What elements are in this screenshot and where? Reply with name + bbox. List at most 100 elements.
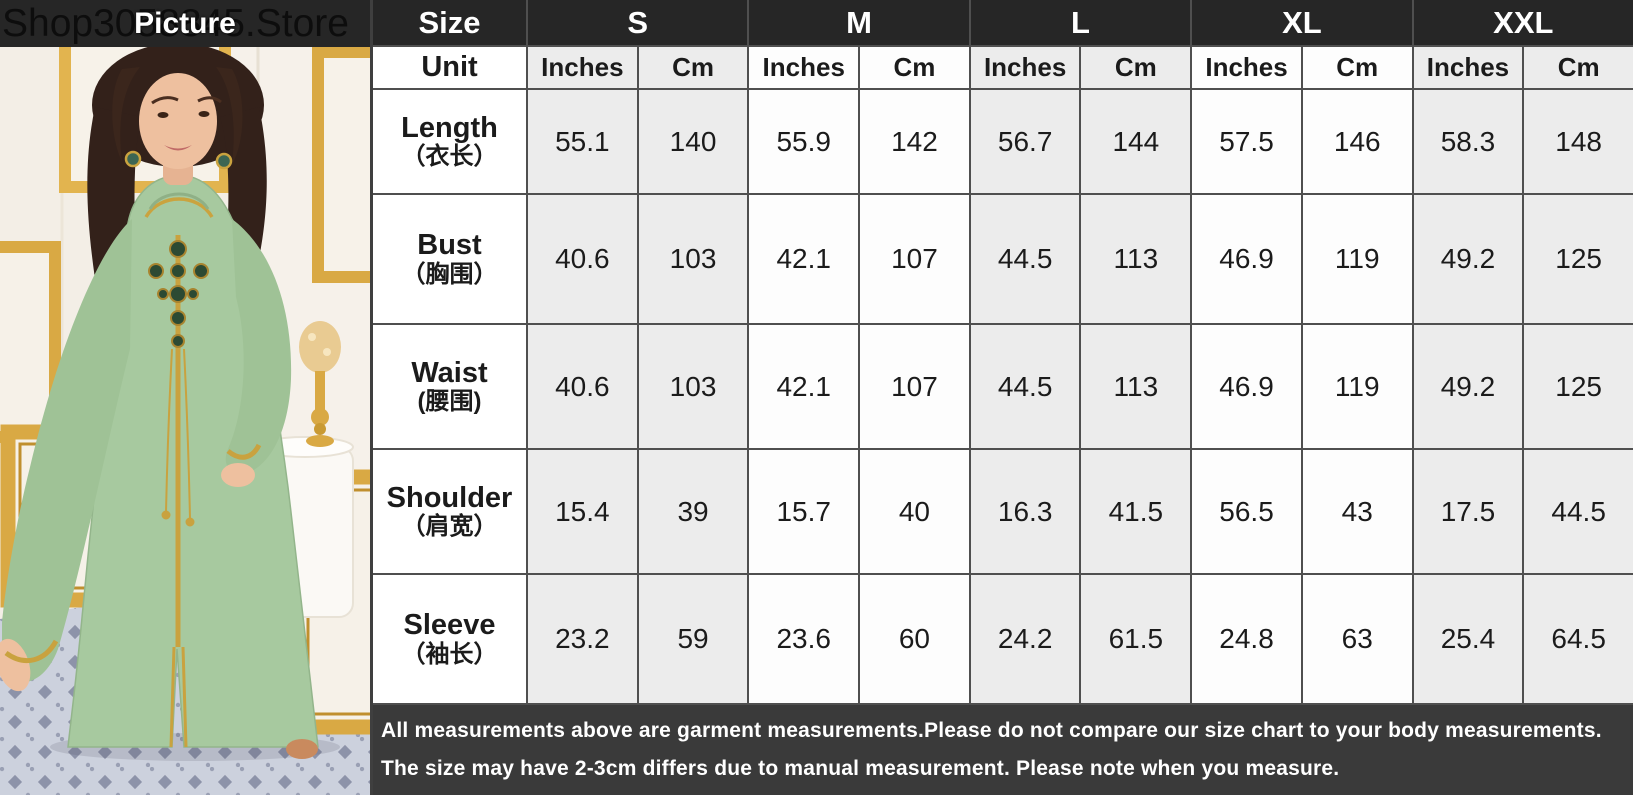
row-label-zh: (腰围) [417,388,482,416]
cuff-trim [4,639,59,664]
measurement-cell: 40.6 [528,195,637,323]
size-header-xl: XL [1192,0,1412,45]
measurement-cell: 23.2 [528,575,637,703]
measurement-cell: 119 [1302,195,1412,323]
size-header-m: M [749,0,969,45]
measurement-cell: 56.5 [1192,450,1301,573]
earring [124,150,142,168]
measurement-cell: 55.9 [749,90,859,193]
size-header-s: S [528,0,748,45]
measurement-cell: 24.8 [1192,575,1301,703]
row-label-zh: （肩宽） [401,513,498,541]
measurement-cell: 17.5 [1413,450,1523,573]
row-label-bust: Bust （胸围） [373,195,526,323]
col-header-inches: Inches [1192,47,1301,88]
measurement-cell: 42.1 [749,325,859,448]
measurement-disclaimer: All measurements above are garment measu… [373,705,1633,795]
hood-trim [144,197,214,218]
measurement-cell: 55.1 [528,90,637,193]
gold-candle-stand [299,321,341,447]
measurement-cell: 58.3 [1413,90,1523,193]
measurement-cell: 49.2 [1413,325,1523,448]
measurement-cell: 107 [860,195,969,323]
measurement-cell: 113 [1081,195,1191,323]
picture-header-label: Picture [134,6,236,40]
col-header-cm: Cm [860,47,969,88]
gold-frame-right-top [312,47,370,283]
measurement-cell: 24.2 [970,575,1080,703]
col-header-inches: Inches [970,47,1080,88]
model-photo-illustration [0,47,370,795]
measurement-cell: 49.2 [1413,195,1523,323]
measurement-cell: 107 [860,325,969,448]
col-header-cm: Cm [1081,47,1191,88]
size-corner-header: Size [373,0,526,45]
col-header-cm: Cm [1524,47,1633,88]
store-watermark: Shop3058845.Store [2,2,349,45]
size-table: Size S M L XL XXL Unit Inches Cm Inches … [370,0,1633,795]
face [139,73,222,169]
measurement-cell: 16.3 [970,450,1080,573]
measurement-cell: 40 [860,450,969,573]
measurement-cell: 125 [1524,325,1633,448]
measurement-cell: 42.1 [749,195,859,323]
row-label-zh: （胸围） [401,260,498,288]
right-hand [221,463,255,487]
measurement-cell: 142 [860,90,969,193]
measurement-cell: 46.9 [1192,195,1301,323]
green-dress [2,174,319,748]
disclaimer-line-2: The size may have 2-3cm differs due to m… [381,757,1340,780]
row-label-length: Length （衣长） [373,90,526,193]
size-header-xxl: XXL [1413,0,1633,45]
measurement-cell: 64.5 [1524,575,1633,703]
measurement-cell: 15.4 [528,450,637,573]
row-label-waist: Waist (腰围) [373,325,526,448]
unit-header: Unit [373,47,526,88]
measurement-cell: 61.5 [1081,575,1191,703]
measurement-cell: 43 [1302,450,1412,573]
col-header-inches: Inches [528,47,637,88]
measurement-cell: 40.6 [528,325,637,448]
col-header-cm: Cm [1302,47,1412,88]
measurement-cell: 146 [1302,90,1412,193]
measurement-cell: 44.5 [970,195,1080,323]
cuff-trim [226,443,262,460]
left-hand [0,638,31,692]
measurement-cell: 39 [638,450,748,573]
product-photo: Shop3058845.Store Picture [0,0,370,795]
measurement-cell: 15.7 [749,450,859,573]
measurement-cell: 119 [1302,325,1412,448]
size-header-l: L [970,0,1191,45]
measurement-cell: 103 [638,195,748,323]
measurement-cell: 63 [1302,575,1412,703]
measurement-cell: 41.5 [1081,450,1191,573]
row-label-zh: （衣长） [401,143,498,171]
row-label-shoulder: Shoulder （肩宽） [373,450,526,573]
measurement-cell: 140 [638,90,748,193]
measurement-cell: 59 [638,575,748,703]
foot [286,739,318,759]
row-label-en: Sleeve [403,609,496,642]
row-label-en: Shoulder [386,481,513,514]
gold-frame-left-top [0,241,61,443]
measurement-cell: 46.9 [1192,325,1301,448]
measurement-cell: 44.5 [970,325,1080,448]
measurement-cell: 25.4 [1413,575,1523,703]
row-label-zh: （袖长） [401,640,498,668]
measurement-cell: 144 [1081,90,1191,193]
jewel-embellishment [148,240,209,348]
measurement-cell: 113 [1081,325,1191,448]
measurement-cell: 23.6 [749,575,859,703]
row-label-sleeve: Sleeve （袖长） [373,575,526,703]
measurement-cell: 44.5 [1524,450,1633,573]
row-label-en: Length [401,111,498,144]
jewel-tassels [161,348,195,527]
measurement-cell: 60 [860,575,969,703]
measurement-cell: 148 [1524,90,1633,193]
measurement-cell: 57.5 [1192,90,1301,193]
measurement-cell: 125 [1524,195,1633,323]
row-label-en: Waist [411,356,488,389]
disclaimer-line-1: All measurements above are garment measu… [381,719,1602,742]
col-header-cm: Cm [638,47,748,88]
